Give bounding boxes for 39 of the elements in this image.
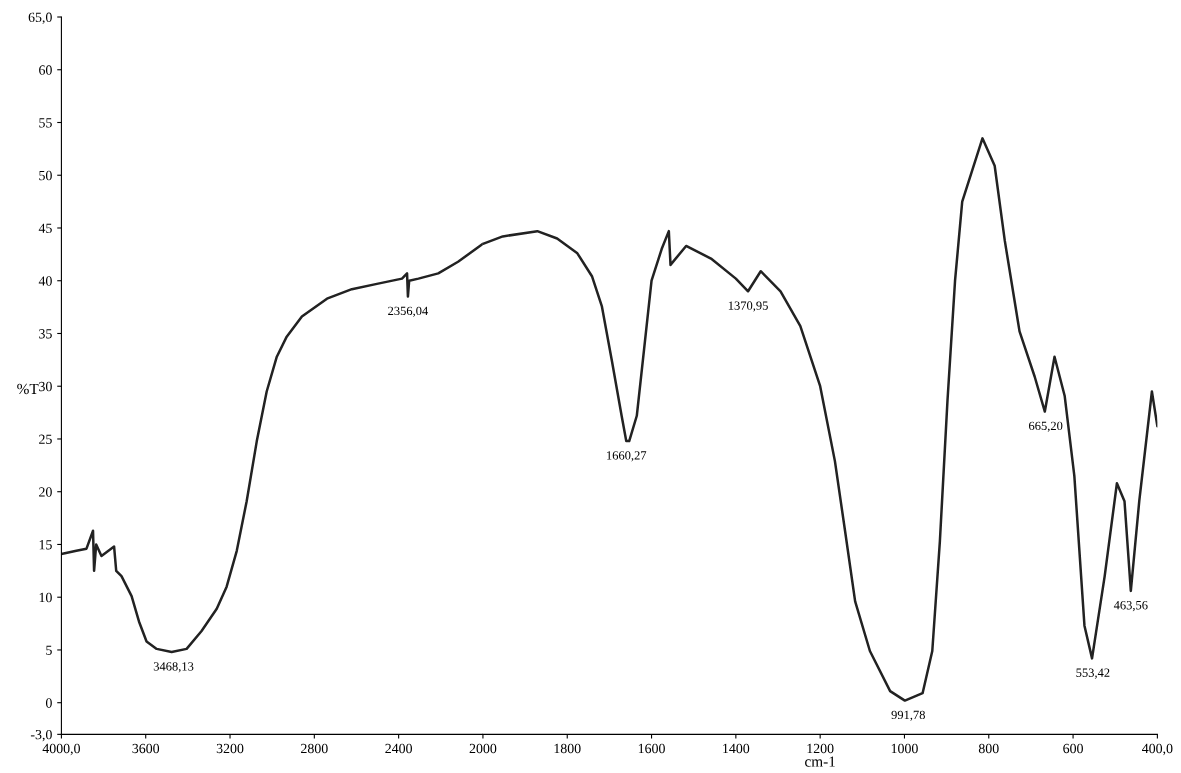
x-tick-label: 600 [1063, 743, 1083, 754]
y-tick-label: 65,0 [28, 12, 52, 24]
x-tick-label: 1400 [723, 743, 750, 754]
y-tick-label: 20 [39, 487, 52, 497]
y-tick-label: 45 [38, 223, 52, 233]
y-tick-label: 35 [39, 329, 52, 339]
x-tick-label: 1600 [638, 743, 665, 754]
y-tick-label: 0 [45, 698, 52, 708]
annotation: 1370,95 [728, 301, 768, 312]
annotation: 991,78 [891, 710, 925, 721]
y-tick-label: 40 [38, 276, 52, 286]
x-tick-label: 1800 [554, 743, 581, 754]
x-tick-label: 2400 [385, 743, 412, 754]
x-tick-label: 3200 [216, 743, 244, 754]
y-tick-label: 50 [39, 170, 52, 181]
y-tick-label: 5 [46, 645, 52, 655]
y-tick-label: 30 [39, 381, 52, 392]
y-tick-label: 10 [39, 592, 52, 603]
x-axis-title: cm-1 [805, 756, 835, 767]
x-tick-label: 2800 [301, 743, 328, 754]
y-tick-label: -3,0 [30, 729, 52, 742]
x-tick-label: 2000 [469, 743, 497, 754]
y-tick-label: 25 [39, 434, 52, 444]
annotation: 463,56 [1113, 601, 1148, 612]
annotation: 3468,13 [153, 662, 194, 673]
annotation: 1660,27 [607, 451, 647, 462]
y-tick-label: 15 [39, 540, 52, 550]
x-tick-label: 400,0 [1142, 743, 1173, 756]
x-tick-label: 4000,0 [42, 743, 80, 756]
annotation: 665,20 [1029, 421, 1063, 432]
x-tick-label: 3600 [132, 743, 160, 754]
y-axis-title: %T [17, 383, 39, 395]
y-tick-label: 60 [39, 65, 52, 75]
y-tick-label: 55 [39, 118, 52, 128]
x-tick-label: 800 [978, 743, 999, 754]
annotation: 2356,04 [388, 306, 429, 317]
x-tick-label: 1000 [891, 743, 918, 754]
x-tick-label: 1200 [807, 743, 834, 754]
annotation: 553,42 [1076, 668, 1110, 679]
